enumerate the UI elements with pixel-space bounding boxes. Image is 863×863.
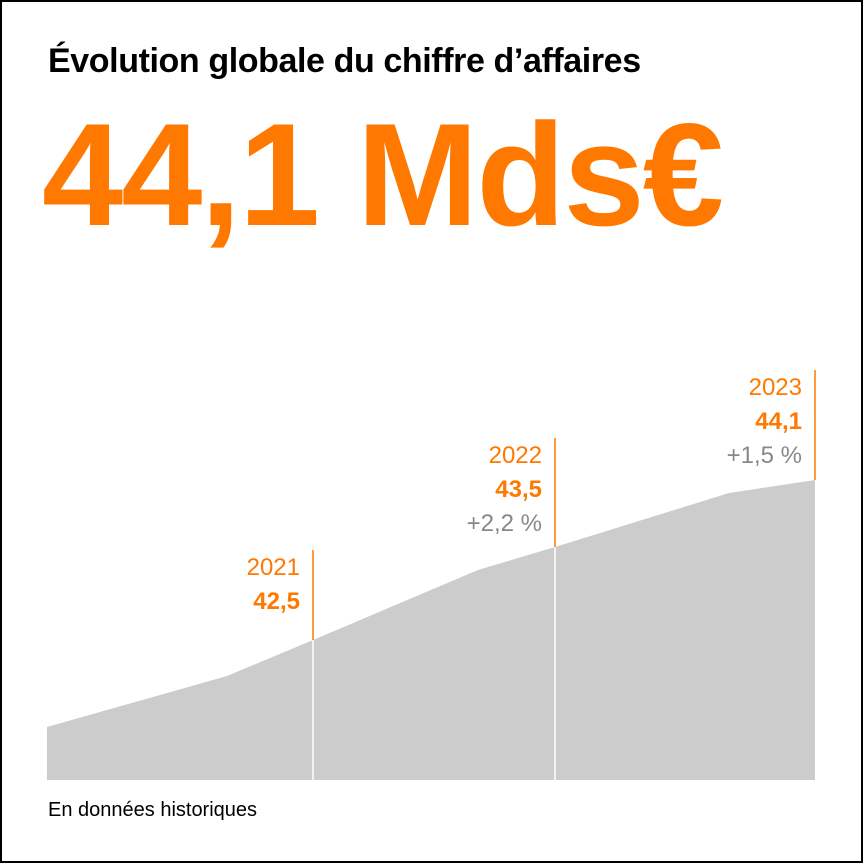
- footnote: En données historiques: [48, 799, 258, 821]
- growth-label-2023: +1,5 %: [727, 442, 802, 469]
- area-fill: [47, 480, 815, 780]
- year-label-2022: 2022: [489, 442, 542, 469]
- value-label-2022: 43,5: [495, 476, 542, 503]
- growth-label-2022: +2,2 %: [467, 510, 542, 537]
- value-label-2023: 44,1: [755, 408, 802, 435]
- year-label-2023: 2023: [749, 374, 802, 401]
- year-label-2021: 2021: [247, 554, 300, 581]
- chart-title: Évolution globale du chiffre d’affaires: [48, 42, 641, 80]
- headline-value: 44,1 Mds€: [42, 93, 724, 256]
- value-label-2021: 42,5: [253, 588, 300, 615]
